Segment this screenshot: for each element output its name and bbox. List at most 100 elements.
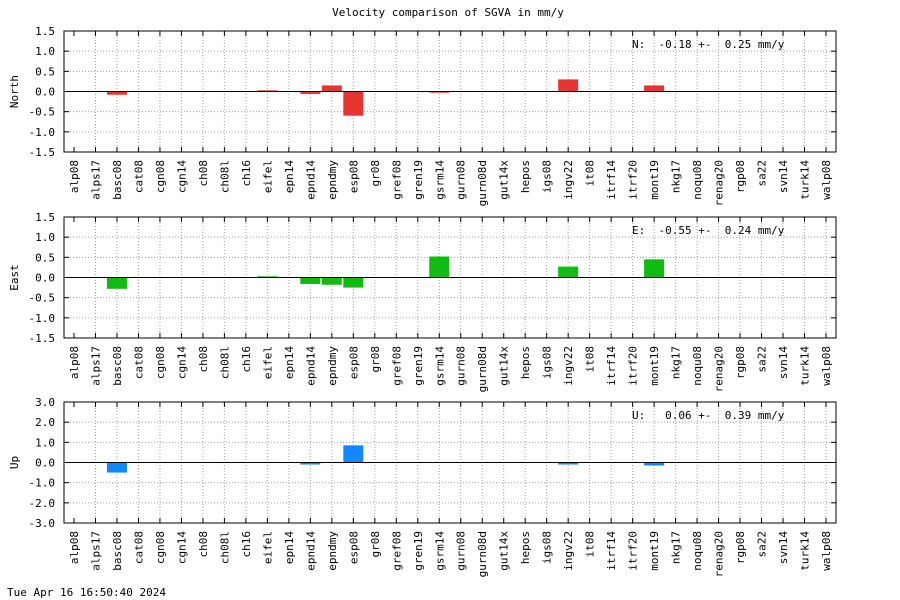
up-xtick-label: walp08 bbox=[820, 531, 833, 571]
north-bar-epndmy bbox=[321, 85, 342, 92]
north-xtick-label: it08 bbox=[584, 160, 597, 187]
east-xtick-label: gurn08 bbox=[455, 346, 468, 386]
east-bar-eifel bbox=[257, 276, 278, 278]
up-bar-epnd14 bbox=[300, 462, 321, 465]
east-annotation: E: -0.55 +- 0.24 mm/y bbox=[632, 224, 785, 237]
east-xtick-label: ch08l bbox=[218, 346, 231, 379]
up-xtick-label: cgn08 bbox=[154, 531, 167, 564]
east-xtick-label: ingv22 bbox=[562, 346, 575, 386]
north-bar-basc08 bbox=[106, 91, 127, 95]
east-ytick-label: 1.5 bbox=[35, 211, 55, 224]
up-xtick-label: gsrm14 bbox=[433, 531, 446, 571]
north-ytick-label: -0.5 bbox=[29, 106, 56, 119]
east-bar-mont19 bbox=[644, 259, 665, 278]
north-xtick-label: mont19 bbox=[648, 160, 661, 200]
east-xtick-label: ch16 bbox=[240, 346, 253, 373]
east-xtick-label: epnd14 bbox=[304, 346, 317, 386]
east-xtick-label: itrf14 bbox=[605, 346, 618, 386]
up-ytick-label: 3.0 bbox=[35, 396, 55, 409]
north-xtick-label: alp08 bbox=[68, 160, 81, 193]
east-xtick-label: noqu08 bbox=[691, 346, 704, 386]
chart-title: Velocity comparison of SGVA in mm/y bbox=[332, 6, 564, 19]
east-xtick-label: epn14 bbox=[283, 346, 296, 379]
timestamp: Tue Apr 16 16:50:40 2024 bbox=[7, 586, 166, 599]
east-ylabel: East bbox=[8, 264, 21, 291]
east-xtick-label: eifel bbox=[261, 346, 274, 379]
up-frame bbox=[63, 401, 837, 524]
up-xtick-label: epnd14 bbox=[304, 531, 317, 571]
north-frame bbox=[63, 30, 837, 153]
east-ytick-label: 0.0 bbox=[35, 272, 55, 285]
east-xtick-label: cgn14 bbox=[175, 346, 188, 379]
east-xtick-label: gsrm14 bbox=[433, 346, 446, 386]
up-xtick-label: ch08l bbox=[218, 531, 231, 564]
up-xtick-label: hepos bbox=[519, 531, 532, 564]
up-xtick-label: noqu08 bbox=[691, 531, 704, 571]
up-xtick-label: ch16 bbox=[240, 531, 253, 558]
up-ytick-label: -3.0 bbox=[29, 517, 56, 530]
east-xtick-label: walp08 bbox=[820, 346, 833, 386]
east-xtick-label: cgn08 bbox=[154, 346, 167, 379]
north-xtick-label: eifel bbox=[261, 160, 274, 193]
north-xtick-label: ch08l bbox=[218, 160, 231, 193]
north-xtick-label: itrf20 bbox=[627, 160, 640, 200]
east-xtick-label: epndmy bbox=[326, 346, 339, 386]
north-panel: 1.5 1.0 0.5 0.0 -0.5 -1.0 -1.5 alp08 alps17 basc0… bbox=[8, 25, 837, 206]
up-xtick-label: basc08 bbox=[111, 531, 124, 571]
up-xtick-label: cgn14 bbox=[175, 531, 188, 564]
east-xtick-label: nkg17 bbox=[670, 346, 683, 379]
up-xtick-label: svn14 bbox=[777, 531, 790, 564]
east-ytick-label: 0.5 bbox=[35, 251, 55, 264]
up-xtick-label: mont19 bbox=[648, 531, 661, 571]
up-bar-basc08 bbox=[106, 462, 127, 473]
north-ytick-label: 1.5 bbox=[35, 25, 55, 38]
up-xtick-label: alps17 bbox=[89, 531, 102, 571]
north-xtick-label: gref08 bbox=[390, 160, 403, 200]
east-ytick-label: 1.0 bbox=[35, 231, 55, 244]
east-xtick-label: igs08 bbox=[541, 346, 554, 379]
up-ytick-label: -1.0 bbox=[29, 477, 56, 490]
up-xtick-label: sa22 bbox=[756, 531, 769, 558]
up-xtick-label: rgp08 bbox=[734, 531, 747, 564]
up-xtick-label: gr08 bbox=[369, 531, 382, 558]
north-xtick-label: ingv22 bbox=[562, 160, 575, 200]
up-panel: 3.0 2.0 1.0 0.0 -1.0 -2.0 -3.0 alp08 alps17 basc0… bbox=[8, 396, 837, 577]
up-xtick-label: eifel bbox=[261, 531, 274, 564]
east-xtick-label: gref08 bbox=[390, 346, 403, 386]
east-xtick-label: renag20 bbox=[713, 346, 726, 392]
east-xtick-label: gurn08d bbox=[476, 346, 489, 392]
north-xtick-label: sa22 bbox=[756, 160, 769, 187]
north-xtick-label: renag20 bbox=[713, 160, 726, 206]
east-xtick-label: hepos bbox=[519, 346, 532, 379]
north-xtick-label: gsrm14 bbox=[433, 160, 446, 200]
east-panel: 1.5 1.0 0.5 0.0 -0.5 -1.0 -1.5 alp08 alps17 basc0… bbox=[8, 211, 837, 392]
north-xtick-label: basc08 bbox=[111, 160, 124, 200]
north-ylabel: North bbox=[8, 75, 21, 108]
east-xtick-label: gren19 bbox=[412, 346, 425, 386]
up-bar-ingv22 bbox=[558, 462, 579, 465]
east-xtick-label: alp08 bbox=[68, 346, 81, 379]
east-xtick-label: rgp08 bbox=[734, 346, 747, 379]
up-xtick-label: renag20 bbox=[713, 531, 726, 577]
north-xtick-label: noqu08 bbox=[691, 160, 704, 200]
up-xtick-label: gurn08d bbox=[476, 531, 489, 577]
north-xtick-label: alps17 bbox=[89, 160, 102, 200]
north-xtick-label: svn14 bbox=[777, 160, 790, 193]
north-bar-gsrm14 bbox=[429, 91, 450, 93]
north-xtick-label: ch16 bbox=[240, 160, 253, 187]
east-xtick-label: ch08 bbox=[197, 346, 210, 373]
north-ytick-label: -1.0 bbox=[29, 126, 56, 139]
east-xtick-label: turk14 bbox=[799, 346, 812, 386]
north-bar-esp08 bbox=[343, 91, 364, 116]
east-xtick-label: it08 bbox=[584, 346, 597, 373]
up-bar-mont19 bbox=[644, 462, 665, 466]
east-xtick-label: gr08 bbox=[369, 346, 382, 373]
up-xtick-label: esp08 bbox=[347, 531, 360, 564]
up-xtick-label: cat08 bbox=[132, 531, 145, 564]
east-bar-ingv22 bbox=[558, 266, 579, 278]
east-ytick-label: -1.5 bbox=[29, 332, 56, 345]
east-xtick-label: alps17 bbox=[89, 346, 102, 386]
up-xtick-label: igs08 bbox=[541, 531, 554, 564]
east-xtick-label: itrf20 bbox=[627, 346, 640, 386]
